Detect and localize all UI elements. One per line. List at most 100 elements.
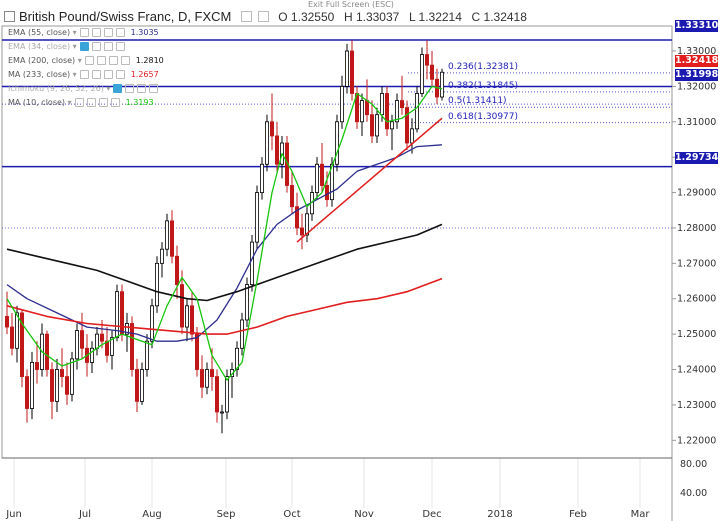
eye-icon[interactable] (84, 56, 94, 65)
chevron-down-icon[interactable]: ▾ (70, 42, 77, 51)
more-icon[interactable] (120, 56, 130, 65)
candle-body (369, 114, 374, 137)
eye-icon[interactable] (79, 42, 89, 51)
price-tick-label: 1.28000 (677, 223, 716, 234)
candle-body (409, 128, 414, 144)
series-line (6, 223, 443, 302)
indicator-row[interactable]: MA (10, close) ▾ 1.3193 (8, 98, 154, 107)
series-line (6, 85, 443, 381)
candle-body (264, 121, 269, 165)
price-tick-label: 1.29000 (677, 188, 716, 199)
candle-body (70, 358, 75, 395)
price-label-current: 1.32418 (675, 55, 719, 67)
chevron-down-icon[interactable]: ▾ (70, 70, 77, 79)
collapse-icon[interactable] (4, 11, 15, 22)
candle-body (199, 369, 204, 388)
candle-body (384, 93, 389, 130)
candle-body (29, 362, 34, 409)
chevron-down-icon[interactable]: ▾ (75, 56, 82, 65)
indicator-name: EMA (55, close) (8, 28, 71, 37)
indicator-row[interactable]: EMA (55, close) ▾ 1.3035 (8, 28, 159, 37)
candle-body (344, 50, 349, 87)
indicator-row[interactable]: Ichimoku (9, 26, 52, 26) ▾ (8, 84, 159, 93)
candle-body (154, 262, 159, 307)
oscillator-tick-label: 40.00 (680, 488, 707, 499)
price-tick-label: 1.32000 (677, 81, 716, 92)
candle-body (14, 312, 19, 349)
time-tick-label: Dec (422, 509, 441, 520)
indicator-name: EMA (200, close) (8, 56, 76, 65)
candle-body (209, 369, 214, 378)
candle-body (134, 369, 139, 402)
eye-icon[interactable] (79, 28, 89, 37)
candle-body (254, 192, 259, 243)
more-icon[interactable] (149, 84, 159, 93)
candle-body (95, 333, 100, 349)
candle-body (125, 323, 130, 335)
settings-icon[interactable] (91, 28, 101, 37)
indicator-row[interactable]: EMA (34, close) ▾ (8, 42, 125, 51)
eye-icon[interactable] (79, 70, 89, 79)
chevron-down-icon[interactable]: ▾ (65, 98, 72, 107)
candle-body (19, 312, 24, 378)
indicator-row[interactable]: MA (233, close) ▾ 1.2657 (8, 70, 159, 79)
candle-body (50, 369, 55, 402)
more-icon[interactable] (115, 28, 125, 37)
settings-icon[interactable] (125, 84, 135, 93)
candle-body (429, 64, 434, 80)
settings-icon[interactable] (91, 70, 101, 79)
candle-body (214, 376, 219, 413)
candle-body (45, 333, 50, 370)
time-tick-label: Sep (217, 509, 236, 520)
exit-fullscreen-link[interactable]: Exit Full Screen (ESC) (308, 0, 394, 9)
candle-body (65, 376, 70, 395)
candle-body (204, 369, 209, 388)
candle-body (274, 135, 279, 165)
price-tick-label: 1.33000 (677, 46, 716, 57)
more-icon[interactable] (115, 70, 125, 79)
candle-body (9, 326, 14, 349)
settings-icon[interactable] (91, 42, 101, 51)
settings-icon[interactable] (96, 56, 106, 65)
settings-icon[interactable] (241, 11, 253, 22)
candle-body (144, 340, 149, 370)
ohlc-high: H 1.33037 (343, 10, 400, 24)
candle-body (419, 54, 424, 94)
close-icon[interactable] (103, 28, 113, 37)
candle-body (129, 323, 134, 370)
candle-body (299, 227, 304, 236)
format-icon[interactable] (257, 11, 269, 22)
settings-icon[interactable] (86, 98, 96, 107)
time-tick-label: Jun (5, 509, 22, 520)
chevron-down-icon[interactable]: ▾ (70, 28, 77, 37)
close-icon[interactable] (98, 98, 108, 107)
more-icon[interactable] (110, 98, 120, 107)
candle-body (35, 362, 40, 370)
indicator-name: EMA (34, close) (8, 42, 71, 51)
candle-body (179, 284, 184, 328)
eye-icon[interactable] (74, 98, 84, 107)
more-icon[interactable] (115, 42, 125, 51)
chevron-down-icon[interactable]: ▾ (103, 84, 111, 93)
time-tick-label: Nov (354, 509, 374, 520)
ohlc-low: L 1.32214 (408, 10, 462, 24)
close-icon[interactable] (137, 84, 147, 93)
time-tick-label: Mar (631, 509, 651, 520)
candle-body (349, 50, 354, 94)
oscillator-tick-label: 80.00 (680, 459, 707, 470)
close-icon[interactable] (103, 70, 113, 79)
eye-icon[interactable] (113, 84, 123, 93)
close-icon[interactable] (103, 42, 113, 51)
candle-body (389, 121, 394, 130)
indicator-row[interactable]: EMA (200, close) ▾ 1.2810 (8, 56, 164, 65)
candle-body (249, 241, 254, 285)
price-tick-label: 1.31000 (677, 117, 716, 128)
candle-body (115, 291, 120, 339)
series-line (6, 277, 443, 335)
candle-body (90, 347, 95, 363)
candle-body (184, 305, 189, 328)
candle-body (289, 185, 294, 208)
time-tick-label: Oct (283, 509, 300, 520)
close-icon[interactable] (108, 56, 118, 65)
